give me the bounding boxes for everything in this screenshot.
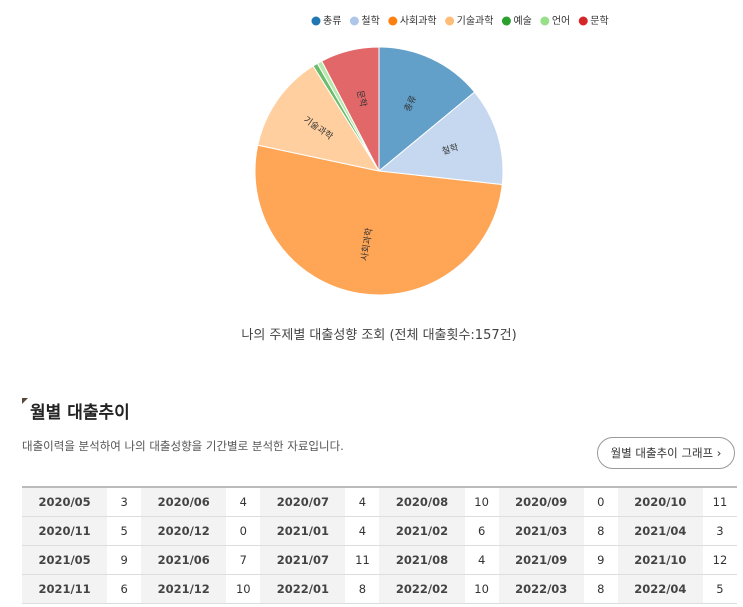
month-cell: 2021/12 — [141, 574, 227, 604]
count-cell: 4 — [464, 545, 499, 575]
count-cell: 9 — [107, 545, 142, 575]
legend-swatch — [578, 16, 588, 26]
legend-label: 총류 — [323, 15, 341, 27]
month-cell: 2021/10 — [617, 545, 703, 575]
pie-slice — [378, 46, 476, 173]
count-cell: 3 — [107, 487, 142, 517]
month-cell: 2021/05 — [22, 545, 108, 575]
corner-mark — [22, 398, 28, 404]
slice-label: 사회과학 — [359, 227, 375, 261]
count-cell: 9 — [583, 545, 618, 575]
legend-label: 예술 — [513, 15, 531, 27]
month-cell: 2020/07 — [260, 487, 346, 517]
count-cell: 10 — [226, 574, 261, 604]
count-cell: 8 — [583, 574, 618, 604]
legend-label: 기술과학 — [457, 15, 494, 27]
legend-swatch — [445, 16, 455, 26]
legend-swatch — [540, 16, 550, 26]
month-cell: 2021/09 — [498, 545, 584, 575]
count-cell: 8 — [345, 574, 380, 604]
count-cell: 8 — [583, 516, 618, 546]
section-title: 월별 대출추이 — [30, 403, 130, 423]
table-row: 2020/05 3 2020/06 4 2020/07 4 2020/08 10 2020/09… — [22, 487, 737, 517]
monthly-table: 2020/05 3 2020/06 4 2020/07 4 2020/08 10 2020/09… — [22, 486, 737, 604]
legend-swatch — [349, 16, 359, 26]
month-cell: 2022/04 — [617, 574, 703, 604]
month-cell: 2022/02 — [379, 574, 465, 604]
month-cell: 2021/03 — [498, 516, 584, 546]
month-cell: 2021/02 — [379, 516, 465, 546]
count-cell: 4 — [226, 487, 261, 517]
month-cell: 2020/09 — [498, 487, 584, 517]
count-cell: 11 — [345, 545, 380, 575]
legend-swatch — [388, 16, 398, 26]
count-cell: 3 — [702, 516, 737, 546]
count-cell: 5 — [702, 574, 737, 604]
table-row: 2021/11 6 2021/12 10 2022/01 8 2022/02 10 2022/0… — [22, 574, 737, 604]
pie-slice — [377, 91, 504, 186]
legend-label: 철학 — [361, 15, 379, 27]
pie-slice — [321, 46, 380, 172]
count-cell: 7 — [226, 545, 261, 575]
month-cell: 2021/08 — [379, 545, 465, 575]
chart-caption: 나의 주제별 대출성향 조회 (전체 대출횟수:157건) — [241, 328, 517, 343]
table-row: 2020/11 5 2020/12 0 2021/01 4 2021/02 6 2021/03 8… — [22, 516, 737, 546]
count-cell: 4 — [345, 516, 380, 546]
month-cell: 2021/07 — [260, 545, 346, 575]
slice-label: 문학 — [354, 89, 369, 108]
count-cell: 12 — [702, 545, 737, 575]
table-row: 2021/05 9 2021/06 7 2021/07 11 2021/08 4 2021/09… — [22, 545, 737, 575]
count-cell: 0 — [226, 516, 261, 546]
count-cell: 0 — [583, 487, 618, 517]
month-cell: 2021/11 — [22, 574, 108, 604]
count-cell: 11 — [702, 487, 737, 517]
month-cell: 2020/06 — [141, 487, 227, 517]
count-cell: 6 — [464, 516, 499, 546]
pie-slice — [254, 144, 503, 296]
month-cell: 2022/03 — [498, 574, 584, 604]
count-cell: 10 — [464, 574, 499, 604]
count-cell: 4 — [345, 487, 380, 517]
legend-label: 문학 — [590, 15, 608, 27]
legend-label: 언어 — [552, 15, 570, 27]
slice-label: 철학 — [441, 142, 460, 157]
legend: 총류 철학 사회과학 기술과학 예술 언어 문학 — [311, 15, 609, 27]
count-cell: 6 — [107, 574, 142, 604]
month-cell: 2020/12 — [141, 516, 227, 546]
month-cell: 2020/08 — [379, 487, 465, 517]
legend-swatch — [501, 16, 511, 26]
month-cell: 2022/01 — [260, 574, 346, 604]
month-cell: 2020/05 — [22, 487, 108, 517]
month-cell: 2020/11 — [22, 516, 108, 546]
month-cell: 2021/01 — [260, 516, 346, 546]
month-cell: 2021/04 — [617, 516, 703, 546]
month-cell: 2020/10 — [617, 487, 703, 517]
count-cell: 10 — [464, 487, 499, 517]
count-cell: 5 — [107, 516, 142, 546]
month-cell: 2021/06 — [141, 545, 227, 575]
section-description: 대출이력을 분석하여 나의 대출성향을 기간별로 분석한 자료입니다. — [22, 439, 344, 453]
pie-slice — [257, 65, 381, 172]
graph-button[interactable]: 월별 대출추이 그래프 › — [597, 437, 735, 469]
legend-swatch — [311, 16, 321, 26]
legend-label: 사회과학 — [400, 15, 437, 27]
